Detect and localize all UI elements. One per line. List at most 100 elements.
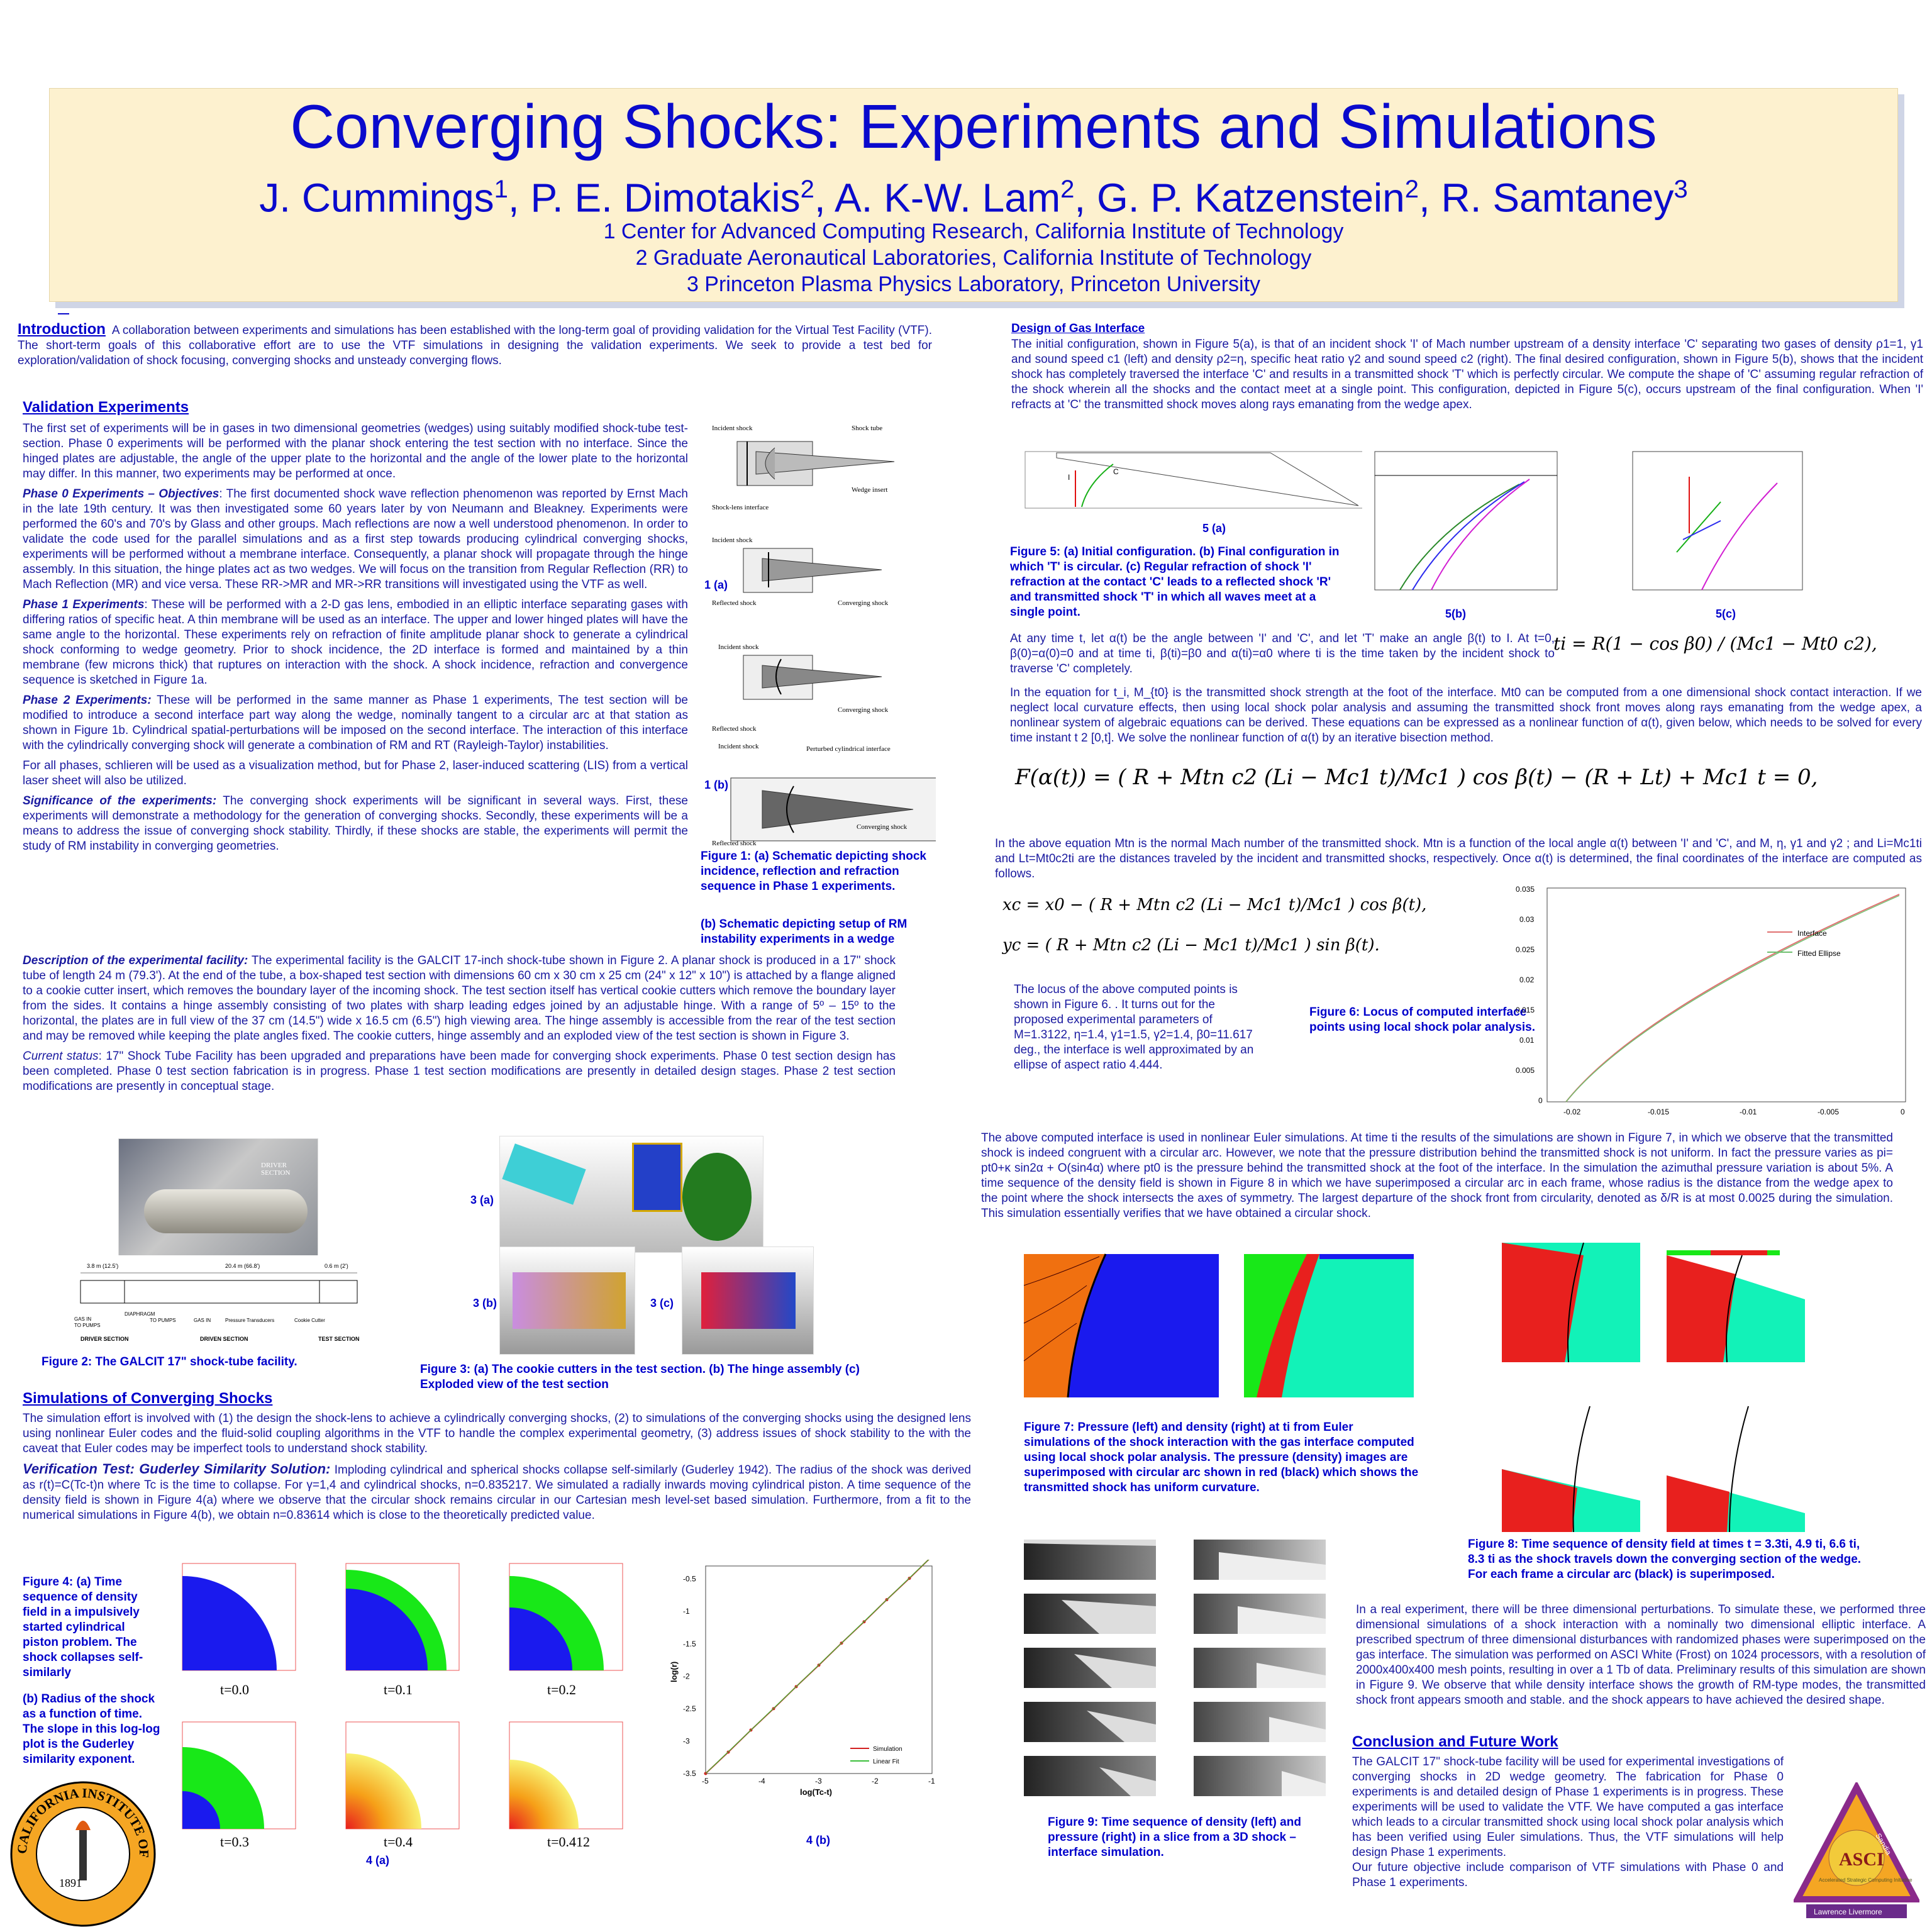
fig4a-frame-2: t=0.1 (345, 1563, 460, 1697)
caltech-year: 1891 (59, 1877, 82, 1889)
figure-6: Interface Fitted Ellipse 0.035 0.03 0.02… (1503, 882, 1918, 1121)
phase0-paragraph: Phase 0 Experiments – Objectives: The fi… (23, 487, 688, 592)
fig1b-label: 1 (b) (704, 779, 728, 791)
phase2-label: Phase 2 Experiments: (23, 694, 152, 707)
fig2-section-driven: DRIVEN SECTION (200, 1336, 248, 1342)
fig1-annot-reflected-1: Reflected shock (712, 599, 757, 607)
status-label: Current status (23, 1050, 99, 1063)
fig2-part-cutter: Cookie Cutter (294, 1318, 325, 1323)
fig9-density-column (1024, 1540, 1156, 1796)
fig4b-ytick-1: -1 (683, 1607, 690, 1616)
fig1-annot-perturbed: Perturbed cylindrical interface (806, 745, 891, 753)
phase1-label: Phase 1 Experiments (23, 598, 145, 611)
fig1-annot-converging-1: Converging shock (838, 599, 889, 607)
fig4b-xtick-4: -1 (928, 1777, 935, 1785)
significance-text: The converging shock experiments will be… (23, 794, 688, 853)
fig5a-label: 5 (a) (1202, 522, 1226, 535)
fig4b-ytick-0: -0.5 (683, 1575, 696, 1584)
fig6-legend-interface: Interface (1797, 929, 1827, 938)
fig4b-label: 4 (b) (806, 1834, 830, 1846)
introduction: Introduction A collaboration between exp… (18, 322, 932, 369)
fig1-annot-wedge: Wedge insert (852, 486, 887, 494)
fig1-annot-reflected-3: Reflected shock (712, 840, 757, 847)
significance-label: Significance of the experiments: (23, 794, 217, 808)
fig1-annot-converging-3: Converging shock (857, 823, 908, 831)
equation-ti: ti = R(1 − cos β0) / (Mc1 − Mt0 c2), (1553, 633, 1877, 654)
figure-3b (499, 1246, 635, 1355)
conclusion-p1: The GALCIT 17" shock-tube facility will … (1352, 1755, 1784, 1859)
fig4a-time-2: t=0.1 (384, 1682, 413, 1697)
conclusion-p2: Our future objective include comparison … (1352, 1861, 1784, 1889)
phase2-text: These will be performed in the same mann… (23, 694, 688, 752)
fig4a-density-frames: t=0.0 t=0.1 t=0.2 t=0.3 t=0.4 (182, 1563, 623, 1850)
phase1-paragraph: Phase 1 Experiments: These will be perfo… (23, 597, 688, 688)
fig1-annot-incident-3: Incident shock (718, 643, 759, 651)
caltech-seal-graphic: CALIFORNIA INSTITUTE OF TECHNOLOGY 1891 (4, 1768, 156, 1927)
poster-title: Converging Shocks: Experiments and Simul… (290, 92, 1657, 161)
simulations-heading: Simulations of Converging Shocks (23, 1390, 273, 1407)
fig4a-frame-5: t=0.4 (345, 1721, 460, 1850)
fig4a-time-6: t=0.412 (547, 1834, 590, 1849)
fig3b-label: 3 (b) (473, 1297, 497, 1309)
author-list: J. Cummings1, P. E. Dimotakis2, A. K-W. … (259, 175, 1688, 221)
fig5c-label: 5(c) (1716, 608, 1736, 620)
fig4a-frame-4: t=0.3 (182, 1721, 296, 1850)
fig4a-frame-3: t=0.2 (509, 1563, 623, 1697)
figure-7-density (1231, 1248, 1420, 1411)
fig4a-time-4: t=0.3 (220, 1834, 249, 1849)
figure-5b (1362, 445, 1563, 602)
fig1-caption-b: (b) Schematic depicting setup of RM inst… (701, 918, 908, 946)
fig1-annot-incident-1: Incident shock (712, 425, 753, 432)
fig2-part-diaphragm: DIAPHRAGM (125, 1311, 155, 1317)
facility-text: The experimental facility is the GALCIT … (23, 954, 896, 1043)
fig1-annot-lens: Shock-lens interface (712, 504, 769, 511)
fig5b-label: 5(b) (1445, 608, 1466, 620)
fig6-interface-plot: Interface Fitted Ellipse 0.035 0.03 0.02… (1516, 885, 1906, 1116)
figure-3a (499, 1136, 763, 1253)
fig2-schematic: 3.8 m (12.5') 20.4 m (66.8') 0.6 m (2') … (74, 1263, 360, 1342)
fig7-pressure-field (1023, 1253, 1219, 1398)
facility-label: Description of the experimental facility… (23, 954, 248, 967)
title-divider (58, 313, 69, 314)
fig9-caption: Figure 9: Time sequence of density (left… (1048, 1816, 1301, 1859)
figure-2-drawing: 3.8 m (12.5') 20.4 m (66.8') 0.6 m (2') … (68, 1255, 369, 1350)
gas-p5: The locus of the above computed points i… (1014, 983, 1254, 1072)
equation-F: F(α(t)) = ( R + Mtn c2 (Li − Mc1 t)/Mc1 … (1015, 765, 1818, 790)
fig1-annot-reflected-2: Reflected shock (712, 725, 757, 733)
fig1-caption-a: Figure 1: (a) Schematic depicting shock … (701, 850, 926, 893)
fig4b-ytick-3: -2 (683, 1672, 690, 1680)
svg-text:I: I (1068, 473, 1070, 482)
euler-p1: The above computed interface is used in … (981, 1131, 1893, 1220)
fig4a-label: 4 (a) (366, 1854, 390, 1867)
fig4a-time-3: t=0.2 (547, 1682, 576, 1697)
equation-yc: yc = ( R + Mtn c2 (Li − Mc1 t)/Mc1 ) sin… (1002, 936, 1380, 955)
fig4b-ytick-5: -3 (683, 1736, 690, 1745)
fig2-tube (144, 1189, 308, 1233)
fig1-annot-incident-4: Incident shock (718, 743, 759, 750)
fig6-legend-ellipse: Fitted Ellipse (1797, 949, 1841, 958)
fig2-part-gasin-2: GAS IN (194, 1318, 211, 1323)
figure-5c (1620, 445, 1809, 602)
fig4b-xtick-2: -3 (815, 1777, 822, 1785)
affiliation-2: 2 Graduate Aeronautical Laboratories, Ca… (635, 246, 1312, 270)
asci-logo: ASCI Accelerated Strategic Computing Ini… (1792, 1780, 1921, 1927)
fig4a-grid: t=0.0 t=0.1 t=0.2 t=0.3 t=0.4 (176, 1557, 635, 1850)
validation-p1: The first set of experiments will be in … (23, 422, 688, 480)
fig8-frame-3-density (1502, 1406, 1640, 1533)
figure-8-frame-3 (1489, 1400, 1646, 1545)
fig2-part-gasin-1: GAS IN (74, 1316, 91, 1322)
fig3c-label: 3 (c) (650, 1297, 674, 1309)
fig5c-plot (1632, 451, 1803, 591)
status-text: : 17" Shock Tube Facility has been upgra… (23, 1050, 896, 1093)
fig2-part-pumps-2: TO PUMPS (150, 1318, 176, 1323)
asci-livermore: Lawrence Livermore (1814, 1907, 1882, 1916)
fig4b-ylabel: log(r) (669, 1662, 679, 1682)
figure-5a: I C (1019, 445, 1371, 516)
fig4b-series-1-line (705, 1556, 933, 1774)
facility-body: Description of the experimental facility… (23, 953, 896, 1099)
fig6-ytick-1: 0.035 (1516, 885, 1535, 894)
figure-8-frame-2 (1654, 1236, 1811, 1381)
fig8-frame-2-density (1667, 1250, 1805, 1363)
affiliation-3: 3 Princeton Plasma Physics Laboratory, P… (686, 272, 1261, 296)
fig6-ytick-8: 0 (1538, 1096, 1543, 1105)
